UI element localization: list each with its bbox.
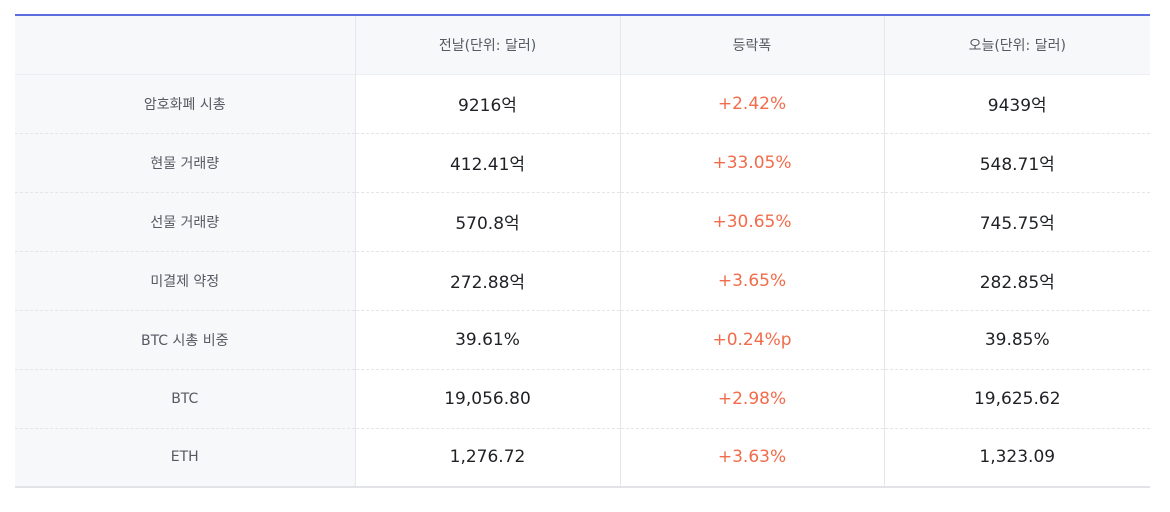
change-value: +3.65% xyxy=(619,250,884,310)
change-value: +2.98% xyxy=(619,368,884,428)
header-previous-day: 전날(단위: 달러) xyxy=(354,15,620,74)
table-row: 현물 거래량 412.41억 +33.05% 548.71억 xyxy=(15,132,1150,192)
row-label: BTC xyxy=(15,368,355,428)
today-value: 282.85억 xyxy=(883,250,1150,310)
row-label: 암호화폐 시총 xyxy=(15,73,355,133)
previous-value: 39.61% xyxy=(354,309,620,369)
header-row: 전날(단위: 달러) 등락폭 오늘(단위: 달러) xyxy=(15,15,1150,74)
previous-value: 570.8억 xyxy=(354,191,620,251)
table-row: ETH 1,276.72 +3.63% 1,323.09 xyxy=(15,427,1150,487)
table-row: BTC 시총 비중 39.61% +0.24%p 39.85% xyxy=(15,309,1150,369)
previous-value: 1,276.72 xyxy=(354,427,620,487)
previous-value: 272.88억 xyxy=(354,250,620,310)
previous-value: 9216억 xyxy=(354,73,620,133)
change-value: +3.63% xyxy=(619,427,884,487)
header-today: 오늘(단위: 달러) xyxy=(883,15,1150,74)
row-label: 선물 거래량 xyxy=(15,191,355,251)
change-value: +2.42% xyxy=(619,73,884,133)
table-header: 전날(단위: 달러) 등락폭 오늘(단위: 달러) xyxy=(15,15,1150,74)
today-value: 1,323.09 xyxy=(883,427,1150,487)
table-body: 암호화폐 시총 9216억 +2.42% 9439억 현물 거래량 412.41… xyxy=(15,73,1150,487)
today-value: 9439억 xyxy=(883,73,1150,133)
today-value: 548.71억 xyxy=(883,132,1150,192)
table-row: 미결제 약정 272.88억 +3.65% 282.85억 xyxy=(15,250,1150,310)
today-value: 19,625.62 xyxy=(883,368,1150,428)
previous-value: 412.41억 xyxy=(354,132,620,192)
header-change: 등락폭 xyxy=(619,15,884,74)
row-label: 현물 거래량 xyxy=(15,132,355,192)
market-summary-table-container: 전날(단위: 달러) 등락폭 오늘(단위: 달러) 암호화폐 시총 9216억 … xyxy=(15,14,1150,488)
row-label: ETH xyxy=(15,427,355,487)
change-value: +33.05% xyxy=(619,132,884,192)
header-corner-cell xyxy=(15,15,355,74)
change-value: +0.24%p xyxy=(619,309,884,369)
market-summary-table: 전날(단위: 달러) 등락폭 오늘(단위: 달러) 암호화폐 시총 9216억 … xyxy=(15,14,1150,488)
table-row: BTC 19,056.80 +2.98% 19,625.62 xyxy=(15,368,1150,428)
table-row: 선물 거래량 570.8억 +30.65% 745.75억 xyxy=(15,191,1150,251)
change-value: +30.65% xyxy=(619,191,884,251)
today-value: 745.75억 xyxy=(883,191,1150,251)
today-value: 39.85% xyxy=(883,309,1150,369)
table-row: 암호화폐 시총 9216억 +2.42% 9439억 xyxy=(15,73,1150,133)
row-label: 미결제 약정 xyxy=(15,250,355,310)
previous-value: 19,056.80 xyxy=(354,368,620,428)
row-label: BTC 시총 비중 xyxy=(15,309,355,369)
